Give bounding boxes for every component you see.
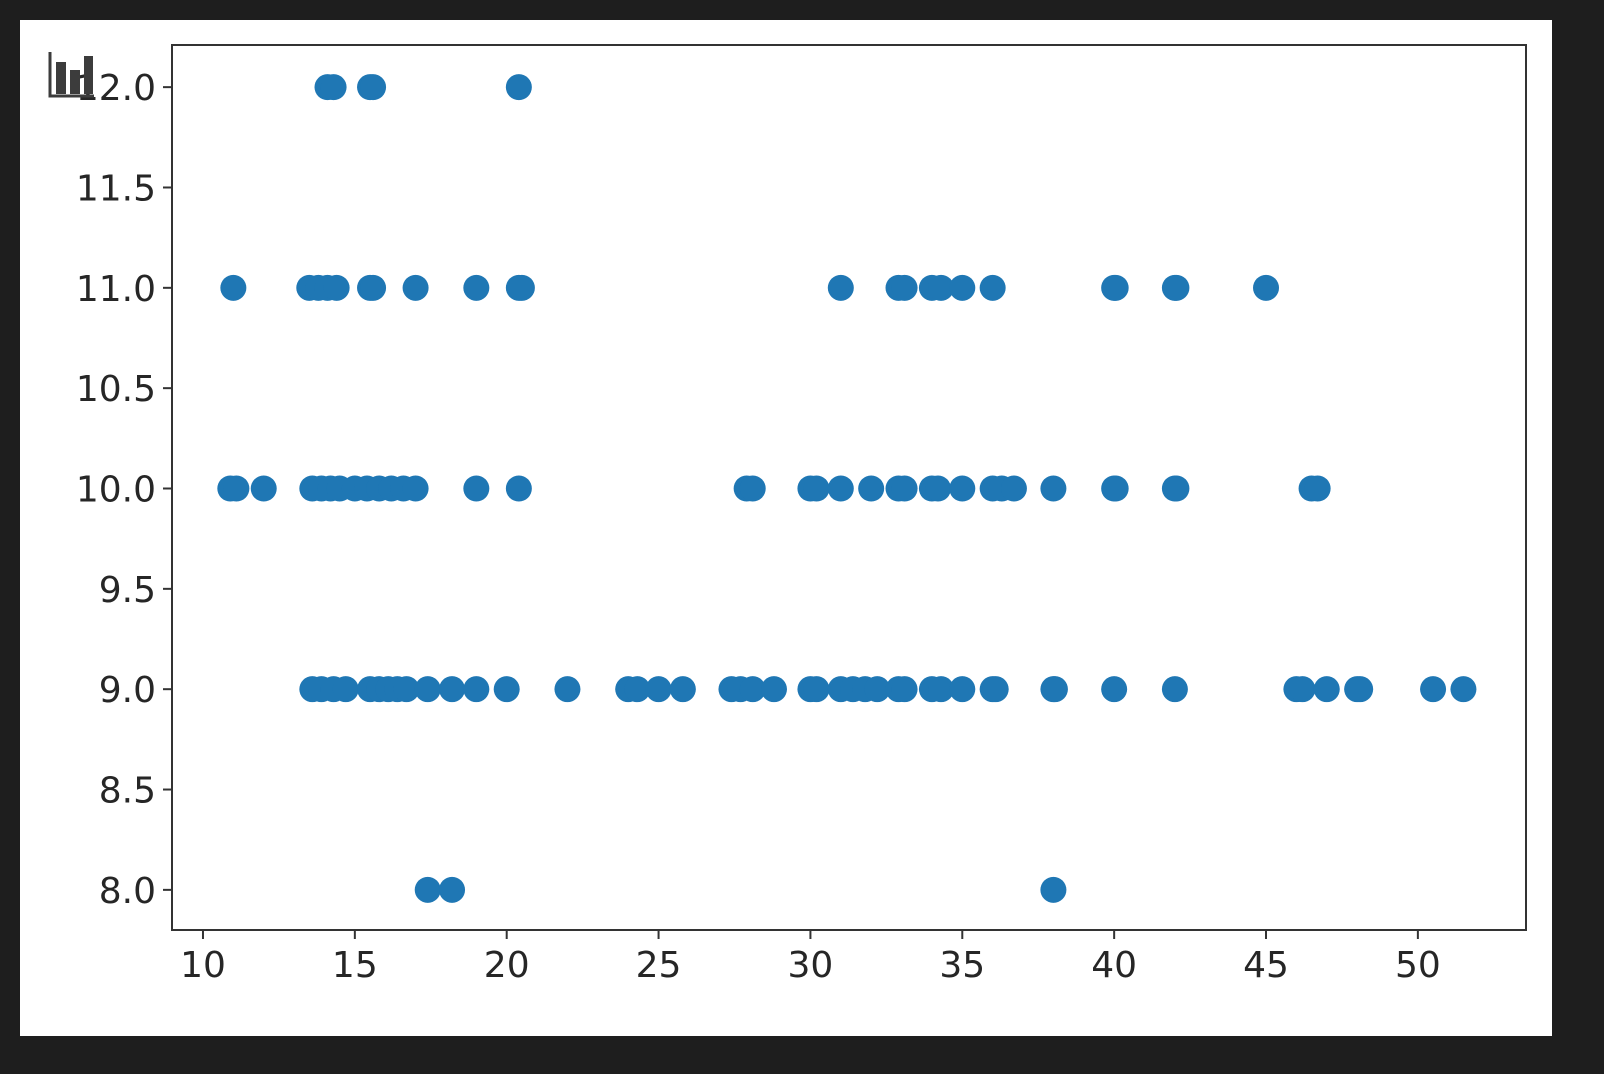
- data-point: [1163, 274, 1190, 301]
- y-tick-label: 11.0: [76, 269, 156, 310]
- data-point: [760, 676, 787, 703]
- x-tick-label: 20: [484, 945, 530, 986]
- data-point: [1000, 475, 1027, 502]
- scatter-chart: 10 15 20 25 30 35 40 45 50 8.0 8.5 9.0 9.5 10.0 10.5 11…: [76, 44, 1527, 986]
- data-point: [414, 876, 441, 903]
- data-point: [803, 475, 830, 502]
- data-point: [393, 676, 420, 703]
- data-point: [1101, 676, 1128, 703]
- data-point: [645, 676, 672, 703]
- y-tick-label: 10.0: [76, 470, 156, 511]
- data-point: [505, 74, 532, 101]
- x-tick-label: 25: [636, 945, 682, 986]
- y-tick-label: 8.0: [99, 871, 156, 912]
- data-point: [864, 676, 891, 703]
- data-point: [1253, 274, 1280, 301]
- data-point: [220, 274, 247, 301]
- data-point: [979, 274, 1006, 301]
- x-tick-label: 30: [788, 945, 834, 986]
- data-point: [360, 74, 387, 101]
- data-point: [949, 475, 976, 502]
- data-point: [624, 676, 651, 703]
- data-point: [508, 274, 535, 301]
- data-point: [827, 475, 854, 502]
- axis-ticks: 10 15 20 25 30 35 40 45 50 8.0 8.5 9.0 9.5 10.0 10.5 11…: [76, 68, 1441, 986]
- data-point: [928, 274, 955, 301]
- data-point: [1040, 876, 1067, 903]
- data-point: [1161, 676, 1188, 703]
- data-point: [928, 676, 955, 703]
- data-point: [858, 475, 885, 502]
- data-point: [360, 274, 387, 301]
- data-point: [739, 676, 766, 703]
- y-tick-label: 10.5: [76, 369, 156, 410]
- data-point: [1102, 475, 1129, 502]
- data-point: [1040, 475, 1067, 502]
- data-point: [924, 475, 951, 502]
- y-tick-label: 9.5: [99, 570, 156, 611]
- data-point: [1163, 475, 1190, 502]
- data-point: [332, 676, 359, 703]
- data-point: [505, 475, 532, 502]
- chart-panel: 10 15 20 25 30 35 40 45 50 8.0 8.5 9.0 9.5 10.0 10.5 11…: [20, 20, 1552, 1036]
- plot-frame: [171, 44, 1527, 931]
- data-point: [402, 475, 429, 502]
- x-tick-label: 35: [939, 945, 985, 986]
- data-point: [949, 274, 976, 301]
- x-tick-label: 40: [1091, 945, 1137, 986]
- data-point: [463, 274, 490, 301]
- x-tick-label: 50: [1395, 945, 1441, 986]
- bar-chart-icon[interactable]: [48, 52, 94, 100]
- data-point: [250, 475, 277, 502]
- data-point: [1313, 676, 1340, 703]
- data-point: [1304, 475, 1331, 502]
- data-point: [1420, 676, 1447, 703]
- data-point: [320, 74, 347, 101]
- y-tick-label: 11.5: [76, 168, 156, 209]
- data-point: [669, 676, 696, 703]
- x-tick-label: 15: [332, 945, 378, 986]
- data-point: [402, 274, 429, 301]
- y-tick-label: 9.0: [99, 670, 156, 711]
- data-point: [414, 676, 441, 703]
- data-point: [1347, 676, 1374, 703]
- data-point: [439, 676, 466, 703]
- data-point: [891, 475, 918, 502]
- data-point: [1041, 676, 1068, 703]
- data-point: [463, 676, 490, 703]
- data-point: [803, 676, 830, 703]
- data-point: [323, 274, 350, 301]
- data-point: [1450, 676, 1477, 703]
- data-point: [982, 676, 1009, 703]
- data-point: [554, 676, 581, 703]
- data-point: [1289, 676, 1316, 703]
- data-point: [891, 676, 918, 703]
- data-point: [891, 274, 918, 301]
- data-point: [439, 876, 466, 903]
- data-point: [739, 475, 766, 502]
- data-point: [223, 475, 250, 502]
- data-point: [463, 475, 490, 502]
- x-tick-label: 10: [180, 945, 226, 986]
- data-point: [493, 676, 520, 703]
- data-points: [217, 74, 1477, 903]
- data-point: [949, 676, 976, 703]
- y-tick-label: 8.5: [99, 771, 156, 812]
- data-point: [827, 274, 854, 301]
- data-point: [1102, 274, 1129, 301]
- x-tick-label: 45: [1243, 945, 1289, 986]
